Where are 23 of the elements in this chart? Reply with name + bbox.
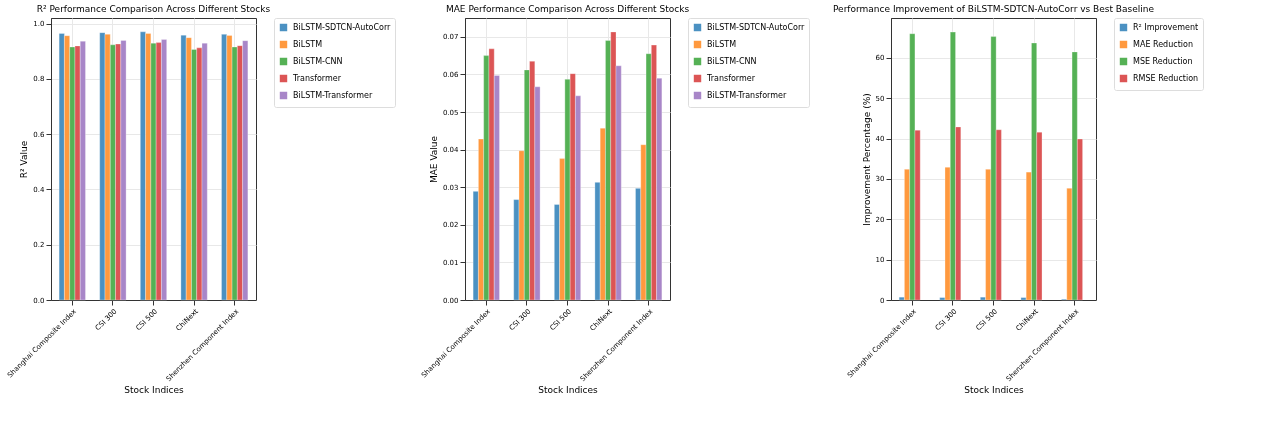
chart-title: Performance Improvement of BiLSTM-SDTCN-AutoCorr vs Best Baseline xyxy=(832,3,1155,14)
legend-label: Transformer xyxy=(706,73,756,83)
legend-label: BiLSTM-CNN xyxy=(707,56,757,66)
x-axis-title: Stock Indices xyxy=(964,385,1025,396)
y-axis-title: MAE Value xyxy=(428,135,439,184)
legend-label: BiLSTM-CNN xyxy=(293,56,343,66)
legend-label: BiLSTM-Transformer xyxy=(293,90,373,100)
legend-label: MSE Reduction xyxy=(1133,56,1193,66)
legend-label: BiLSTM xyxy=(293,39,323,49)
y-axis-title: Improvement Percentage (%) xyxy=(861,93,872,226)
legend-label: Transformer xyxy=(292,73,342,83)
x-axis-title: Stock Indices xyxy=(538,385,599,396)
x-axis-title: Stock Indices xyxy=(124,385,185,396)
y-axis-title: R² Value xyxy=(19,140,30,179)
legend-label: R² Improvement xyxy=(1133,22,1199,32)
legend-label: MAE Reduction xyxy=(1133,39,1193,49)
legend-label: BiLSTM-SDTCN-AutoCorr xyxy=(293,22,392,32)
legend-label: BiLSTM-SDTCN-AutoCorr xyxy=(707,22,806,32)
legend-label: RMSE Reduction xyxy=(1133,73,1199,83)
chart-title: R² Performance Comparison Across Different Stocks xyxy=(36,3,271,14)
legend-label: BiLSTM xyxy=(707,39,737,49)
legend-label: BiLSTM-Transformer xyxy=(707,90,787,100)
chart-title: MAE Performance Comparison Across Different Stocks xyxy=(445,3,690,14)
